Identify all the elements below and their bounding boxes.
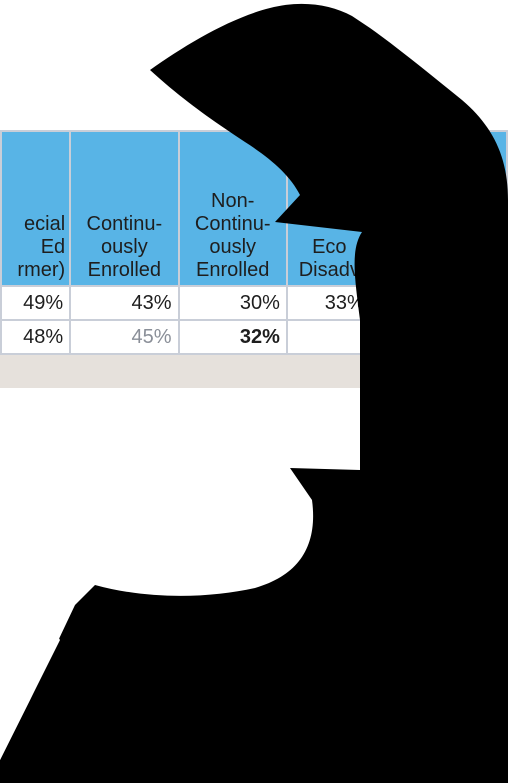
cell: 30% xyxy=(177,285,288,321)
header-special-ed-former: ecial Ed rmer) xyxy=(0,130,72,287)
header-continuously-enrolled: Continu- ously Enrolled xyxy=(69,130,180,287)
cell: 45% xyxy=(69,319,180,355)
cell xyxy=(285,319,373,355)
cell: 43% xyxy=(69,285,180,321)
occlusion-upper xyxy=(0,3,508,783)
cell: 49% xyxy=(0,285,72,321)
cell: 32% xyxy=(177,319,288,355)
cell: 48% xyxy=(0,319,72,355)
occlusion-notch xyxy=(0,540,60,783)
